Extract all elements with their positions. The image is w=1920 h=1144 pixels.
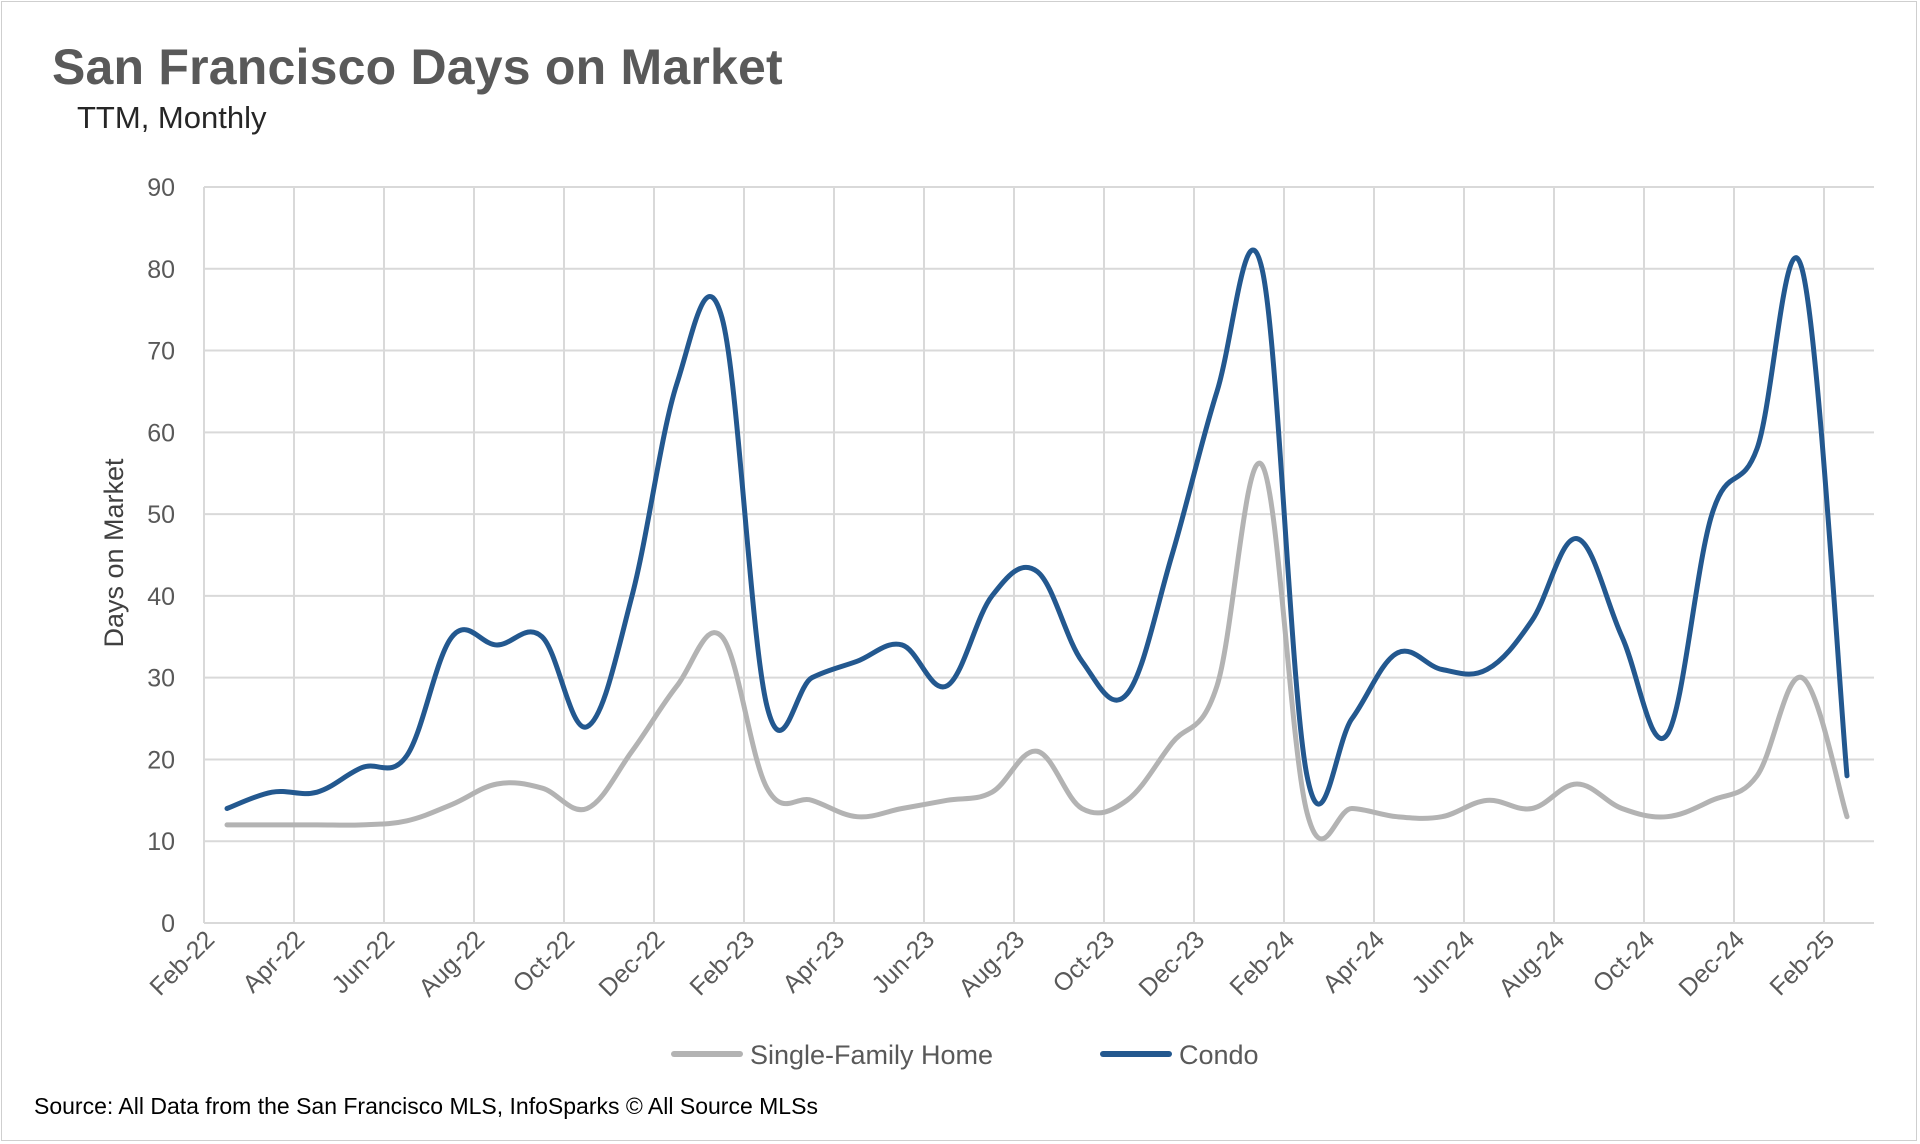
x-tick-label: Feb-25: [1764, 925, 1840, 1001]
y-tick-label: 40: [147, 583, 175, 611]
series-line-single-family-home: [224, 460, 1850, 842]
x-tick-label: Dec-22: [593, 925, 670, 1002]
legend-label: Single-Family Home: [750, 1040, 993, 1070]
x-tick-label: Jun-24: [1406, 925, 1480, 999]
x-tick-label: Apr-24: [1317, 925, 1390, 998]
y-tick-label: 90: [147, 174, 175, 202]
x-tick-label: Aug-22: [413, 925, 490, 1002]
series-line-condo: [224, 247, 1850, 812]
x-tick-label: Dec-23: [1133, 925, 1210, 1002]
x-tick-label: Apr-23: [777, 925, 850, 998]
x-axis-ticks: Feb-22 Apr-22 Jun-22 Aug-22 Oct-22 Dec-22 Feb-…: [144, 925, 1840, 1002]
x-tick-label: Aug-23: [953, 925, 1030, 1002]
y-tick-label: 20: [147, 746, 175, 774]
chart-subtitle: TTM, Monthly: [77, 100, 267, 135]
x-tick-label: Oct-22: [507, 925, 580, 998]
y-axis-ticks: 0 10 20 30 40 50 60 70 80 90: [147, 174, 175, 938]
y-tick-label: 30: [147, 665, 175, 693]
source-note: Source: All Data from the San Francisco …: [34, 1093, 818, 1119]
y-tick-label: 80: [147, 256, 175, 284]
legend: Single-Family Home Condo: [671, 1040, 1259, 1070]
x-tick-label: Oct-24: [1587, 925, 1660, 998]
y-axis-label: Days on Market: [99, 458, 129, 648]
x-tick-label: Dec-24: [1673, 925, 1750, 1002]
x-tick-label: Aug-24: [1493, 925, 1570, 1002]
y-tick-label: 0: [161, 910, 175, 938]
x-tick-label: Oct-23: [1047, 925, 1120, 998]
x-tick-label: Jun-22: [326, 925, 400, 999]
x-tick-label: Apr-22: [237, 925, 310, 998]
y-tick-label: 70: [147, 338, 175, 366]
y-tick-label: 10: [147, 828, 175, 856]
x-tick-label: Feb-23: [684, 925, 760, 1001]
series-lines: [224, 247, 1850, 842]
chart-title: San Francisco Days on Market: [52, 39, 783, 95]
x-tick-label: Feb-24: [1224, 925, 1300, 1001]
y-tick-label: 60: [147, 419, 175, 447]
y-tick-label: 50: [147, 501, 175, 529]
x-tick-label: Feb-22: [144, 925, 220, 1001]
legend-label: Condo: [1179, 1040, 1259, 1070]
x-tick-label: Jun-23: [866, 925, 940, 999]
grid-lines: [203, 186, 1874, 924]
